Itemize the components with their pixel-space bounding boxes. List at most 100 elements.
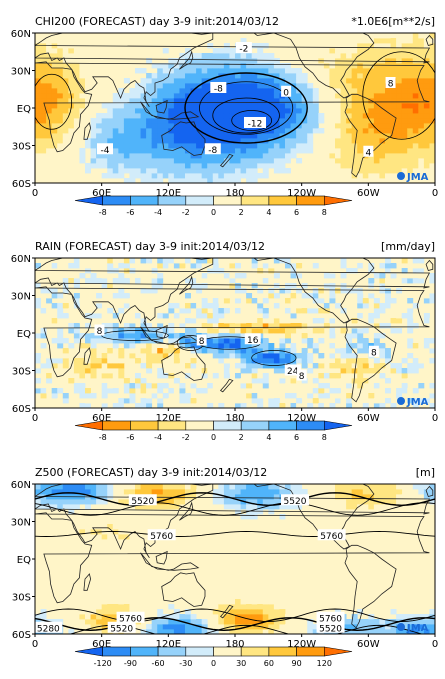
heatmap-cell xyxy=(385,278,391,284)
heatmap-cell xyxy=(223,353,230,359)
contour-label-bg xyxy=(196,334,207,346)
heatmap-cell xyxy=(301,348,308,354)
heatmap-cell xyxy=(268,143,275,149)
heatmap-cell xyxy=(168,494,175,500)
heatmap-cell xyxy=(407,298,414,304)
heatmap-cell xyxy=(385,268,391,274)
heatmap-cell xyxy=(368,378,375,384)
heatmap-cell xyxy=(357,358,364,364)
heatmap-cell xyxy=(307,93,314,99)
heatmap-cell xyxy=(273,629,280,634)
heatmap-cell xyxy=(135,258,141,264)
heatmap-cell xyxy=(123,378,130,384)
heatmap-cell xyxy=(262,173,269,179)
heatmap-cell xyxy=(90,73,97,79)
heatmap-cell xyxy=(35,83,41,89)
heatmap-cell xyxy=(185,273,191,279)
lon-tick-label: 120E xyxy=(156,639,181,650)
heatmap-cell xyxy=(140,323,147,329)
heatmap-cell xyxy=(423,153,430,159)
heatmap-cell xyxy=(257,158,264,164)
heatmap-cell xyxy=(35,38,41,44)
heatmap-cell xyxy=(51,338,58,344)
heatmap-cell xyxy=(146,123,153,129)
heatmap-cell xyxy=(229,88,236,94)
heatmap-cell xyxy=(168,293,175,299)
heatmap-cell xyxy=(85,484,91,490)
heatmap-cell xyxy=(90,604,97,610)
heatmap-cell xyxy=(346,348,353,354)
heatmap-cell xyxy=(85,489,91,495)
heatmap-cell xyxy=(62,303,69,309)
heatmap-cell xyxy=(418,133,425,139)
heatmap-cell xyxy=(146,148,153,154)
heatmap-cell xyxy=(151,163,158,169)
heatmap-cell xyxy=(185,343,191,349)
lat-tick-label: EQ xyxy=(17,104,31,115)
heatmap-cell xyxy=(162,88,169,94)
heatmap-cell xyxy=(207,323,214,329)
heatmap-cell xyxy=(240,609,247,615)
contour-label-bg xyxy=(97,143,113,155)
heatmap-cell xyxy=(340,288,347,294)
heatmap-cell xyxy=(357,108,364,114)
heatmap-cell xyxy=(246,378,253,384)
heatmap-cell xyxy=(218,53,225,59)
heatmap-cell xyxy=(162,68,169,74)
heatmap-cell xyxy=(112,123,119,129)
heatmap-cell xyxy=(312,388,319,394)
heatmap-cell xyxy=(123,98,130,104)
heatmap-cell xyxy=(173,138,180,144)
coastline-north-america xyxy=(253,33,375,99)
heatmap-cell xyxy=(135,113,141,119)
heatmap-cell xyxy=(296,353,303,359)
heatmap-cell xyxy=(40,143,47,149)
heatmap-cell xyxy=(140,118,147,124)
heatmap-cell xyxy=(329,504,336,510)
heatmap-cell xyxy=(251,168,258,174)
heatmap-cell xyxy=(290,343,297,349)
heatmap-cell xyxy=(401,68,408,74)
heatmap-cell xyxy=(162,629,169,634)
heatmap-cell xyxy=(68,58,75,64)
heatmap-cell xyxy=(290,153,297,159)
heatmap-cell xyxy=(407,138,414,144)
heatmap-cell xyxy=(46,133,53,139)
heatmap-cell xyxy=(335,268,341,274)
heatmap-cell xyxy=(73,328,80,334)
heatmap-cell xyxy=(157,68,164,74)
heatmap-cell xyxy=(279,318,286,324)
heatmap-cell xyxy=(162,153,169,159)
heatmap-cell xyxy=(57,529,64,535)
heatmap-cell xyxy=(340,489,347,495)
heatmap-cell xyxy=(146,489,153,495)
heatmap-cell xyxy=(212,58,219,64)
heatmap-cell xyxy=(357,173,364,179)
lon-tick-label: 180 xyxy=(225,413,244,424)
heatmap-cell xyxy=(157,313,164,319)
heatmap-cell xyxy=(351,494,358,500)
heatmap-cell xyxy=(73,323,80,329)
heatmap-cell xyxy=(129,534,136,540)
heatmap-cell xyxy=(207,168,214,174)
heatmap-cell xyxy=(223,609,230,615)
heatmap-cell xyxy=(101,283,108,289)
heatmap-cell xyxy=(429,158,435,164)
heatmap-cell xyxy=(362,619,369,625)
heatmap-cell xyxy=(112,258,119,264)
heatmap-cell xyxy=(273,123,280,129)
heatmap-cell xyxy=(229,168,236,174)
heatmap-cell xyxy=(407,323,414,329)
coastline-borneo xyxy=(155,324,168,339)
heatmap-cell xyxy=(335,73,341,79)
heatmap-cell xyxy=(196,388,203,394)
heatmap-cell xyxy=(62,348,69,354)
heatmap-cell xyxy=(201,283,208,289)
heatmap-cell xyxy=(346,158,353,164)
heatmap-cell xyxy=(73,118,80,124)
heatmap-cell xyxy=(151,63,158,69)
heatmap-cell xyxy=(346,393,353,399)
heatmap-cell xyxy=(407,624,414,630)
heatmap-cell xyxy=(201,624,208,630)
